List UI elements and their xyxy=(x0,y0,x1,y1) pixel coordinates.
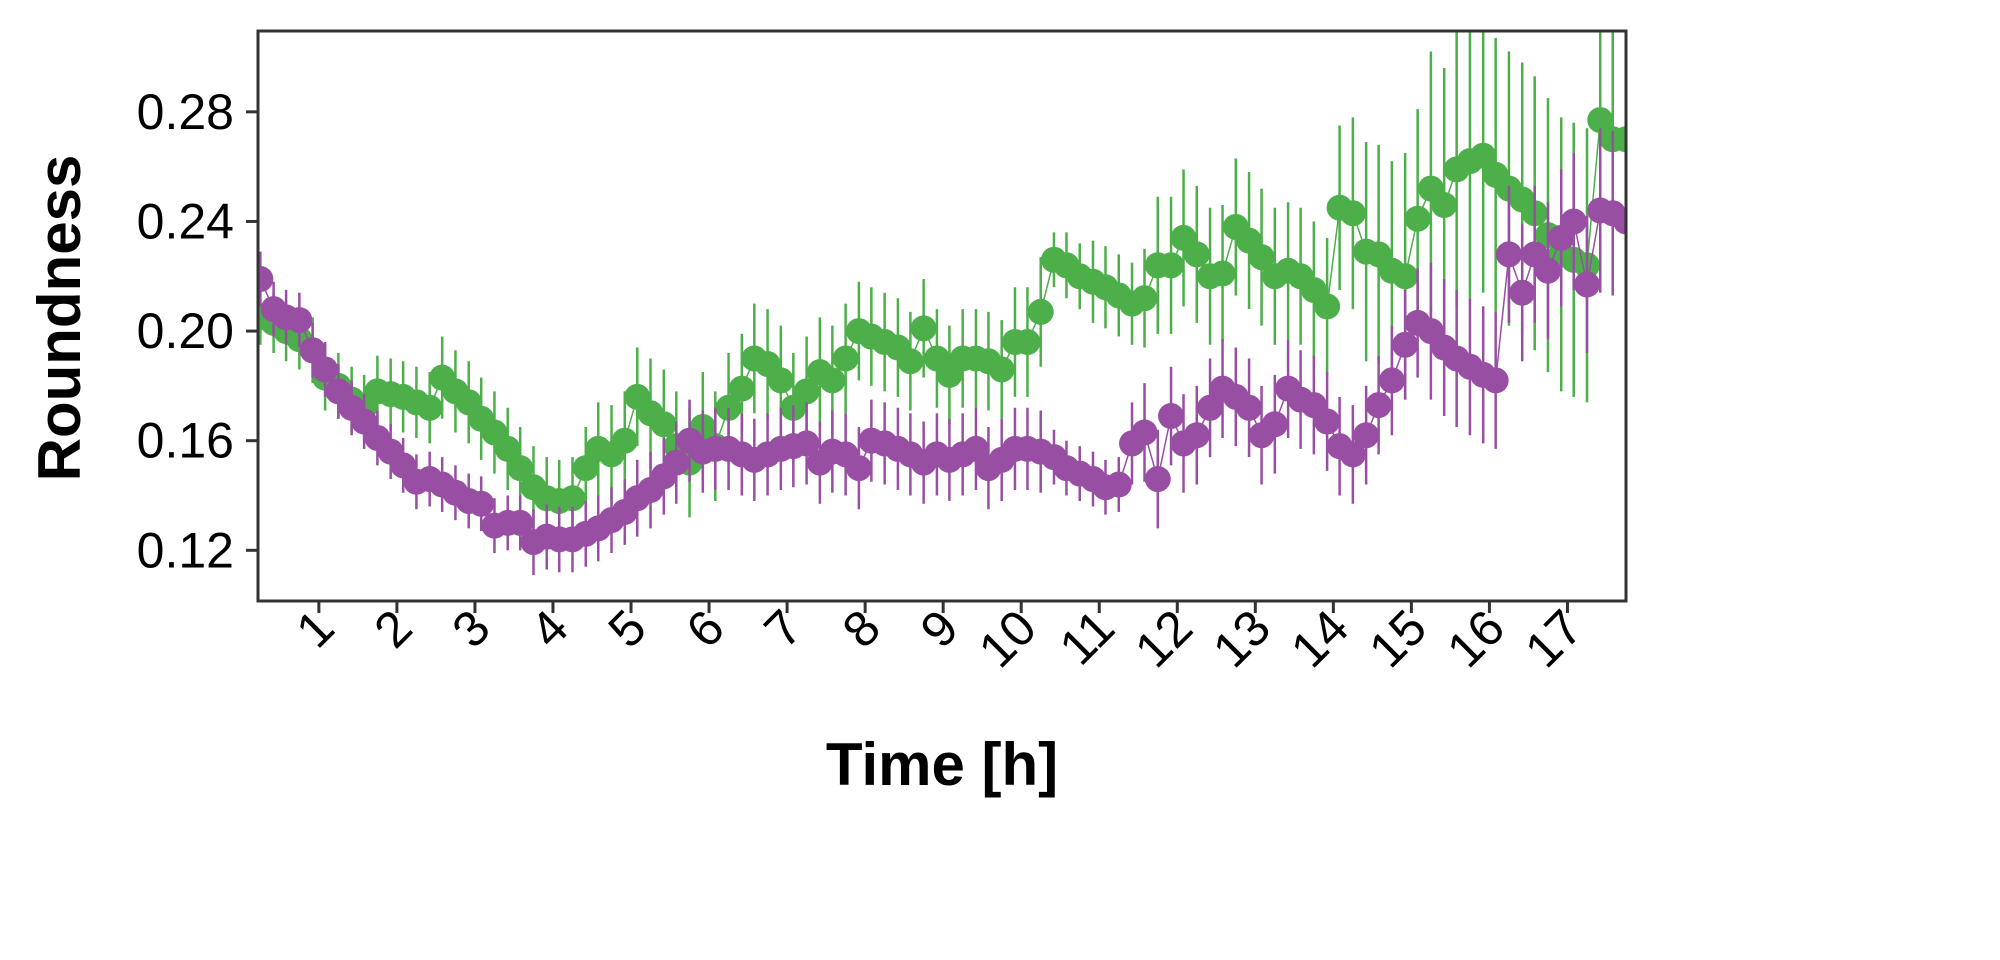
data-point xyxy=(845,455,872,482)
data-point xyxy=(793,430,820,457)
data-point xyxy=(1105,471,1132,498)
y-axis-title: Roundness xyxy=(26,155,93,482)
y-tick-label: 0.24 xyxy=(137,193,234,249)
data-point xyxy=(962,435,989,462)
data-point xyxy=(988,356,1015,383)
data-point xyxy=(1209,260,1236,287)
data-point xyxy=(1392,331,1419,358)
data-point xyxy=(1314,408,1341,435)
data-point xyxy=(897,348,924,375)
data-point xyxy=(1131,285,1158,312)
data-point xyxy=(1431,192,1458,219)
data-point xyxy=(559,485,586,512)
data-point xyxy=(663,449,690,476)
data-point xyxy=(1236,394,1263,421)
data-point xyxy=(793,378,820,405)
data-point xyxy=(1261,411,1288,438)
data-point xyxy=(1613,208,1626,235)
data-point xyxy=(507,455,534,482)
y-tick-label: 0.20 xyxy=(137,303,234,359)
data-point xyxy=(1482,367,1509,394)
data-point xyxy=(1613,126,1626,153)
plot-area xyxy=(258,31,1626,575)
data-point xyxy=(312,356,339,383)
y-tick-label: 0.12 xyxy=(137,522,234,578)
data-point xyxy=(299,337,326,364)
data-point xyxy=(1378,367,1405,394)
data-point xyxy=(416,394,443,421)
data-point xyxy=(1027,298,1054,325)
data-point xyxy=(286,307,313,334)
data-point xyxy=(1197,394,1224,421)
data-point xyxy=(468,490,495,517)
data-point xyxy=(1014,329,1041,356)
x-axis-title: Time [h] xyxy=(826,731,1058,798)
data-point xyxy=(1534,257,1561,284)
data-point xyxy=(910,315,937,342)
data-point xyxy=(1573,271,1600,298)
data-point xyxy=(1365,392,1392,419)
data-point xyxy=(728,375,755,402)
data-point xyxy=(1404,205,1431,232)
data-point xyxy=(1131,419,1158,446)
data-point xyxy=(1158,252,1185,279)
data-point xyxy=(1158,403,1185,430)
data-point xyxy=(1144,466,1171,493)
data-point xyxy=(1183,241,1210,268)
data-point xyxy=(819,367,846,394)
data-point xyxy=(1353,422,1380,449)
data-point xyxy=(507,509,534,536)
data-point xyxy=(1470,142,1497,169)
data-point xyxy=(1183,422,1210,449)
data-point xyxy=(832,345,859,372)
data-point xyxy=(1314,293,1341,320)
data-point xyxy=(1495,241,1522,268)
y-tick-label: 0.16 xyxy=(137,413,234,469)
data-point xyxy=(611,427,638,454)
data-point xyxy=(1339,200,1366,227)
data-point xyxy=(1392,263,1419,290)
data-point xyxy=(494,435,521,462)
data-point xyxy=(767,367,794,394)
data-point xyxy=(1339,441,1366,468)
data-point xyxy=(650,411,677,438)
series-2 xyxy=(258,128,1626,575)
data-point xyxy=(1248,244,1275,271)
data-point xyxy=(1587,107,1614,134)
data-point xyxy=(258,266,274,293)
data-point xyxy=(1509,279,1536,306)
data-point xyxy=(572,455,599,482)
y-tick-label: 0.28 xyxy=(137,84,234,140)
data-point xyxy=(1560,208,1587,235)
